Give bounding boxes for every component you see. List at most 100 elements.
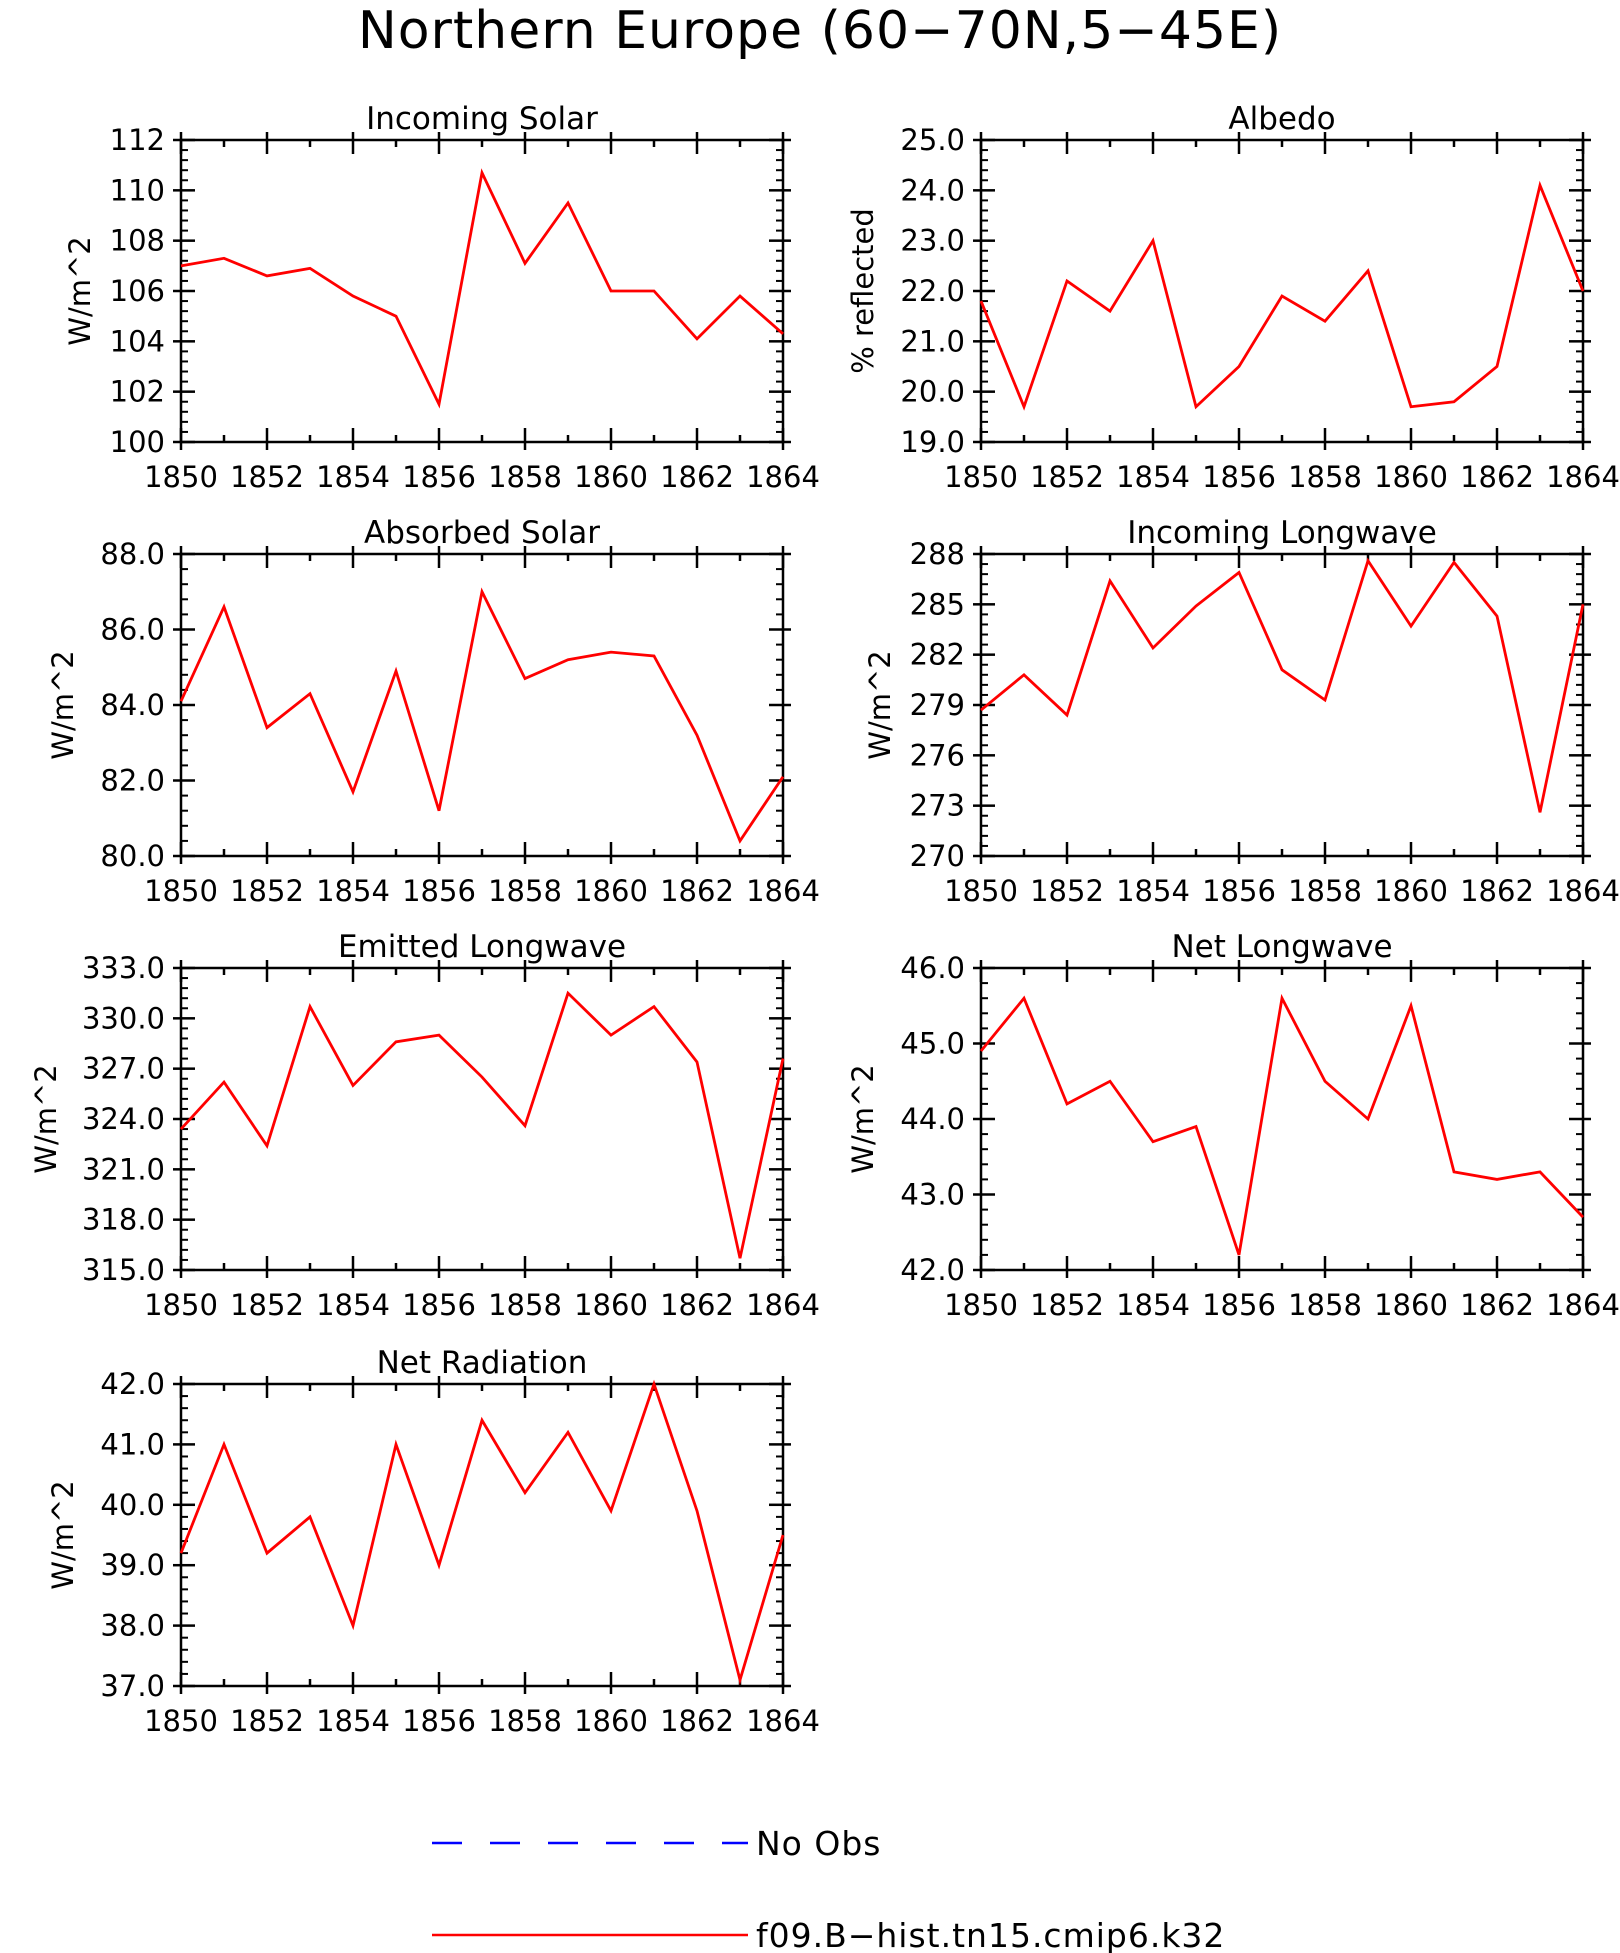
- net-radiation-xtick-label: 1862: [660, 1704, 734, 1738]
- net-longwave-xtick-label: 1864: [1546, 1288, 1620, 1322]
- albedo-xtick-label: 1858: [1288, 460, 1362, 494]
- net-radiation-ytick-label: 37.0: [100, 1669, 165, 1703]
- absorbed-solar-xtick-label: 1858: [488, 874, 562, 908]
- emitted-longwave-xtick-label: 1850: [144, 1288, 218, 1322]
- emitted-longwave-ytick-label: 333.0: [82, 951, 165, 985]
- incoming-solar-xtick-label: 1858: [488, 460, 562, 494]
- incoming-solar-xtick-label: 1852: [230, 460, 304, 494]
- albedo-xtick-label: 1860: [1374, 460, 1448, 494]
- incoming-solar-ylabel: W/m^2: [63, 236, 97, 345]
- emitted-longwave-xtick-label: 1864: [746, 1288, 820, 1322]
- incoming-solar-ytick-label: 100: [110, 425, 165, 459]
- incoming-solar-title: Incoming Solar: [366, 101, 598, 137]
- net-radiation-ytick-label: 41.0: [100, 1427, 165, 1461]
- absorbed-solar-xtick-label: 1852: [230, 874, 304, 908]
- incoming-longwave-ytick-label: 285: [910, 587, 965, 621]
- absorbed-solar-xtick-label: 1864: [746, 874, 820, 908]
- emitted-longwave-ytick-label: 330.0: [82, 1001, 165, 1035]
- incoming-solar-ytick-label: 112: [110, 123, 165, 157]
- incoming-solar-xtick-label: 1850: [144, 460, 218, 494]
- net-radiation-ytick-label: 39.0: [100, 1548, 165, 1582]
- absorbed-solar-xtick-label: 1850: [144, 874, 218, 908]
- albedo-xtick-label: 1850: [944, 460, 1018, 494]
- net-radiation-ytick-label: 38.0: [100, 1609, 165, 1643]
- albedo-xtick-label: 1864: [1546, 460, 1620, 494]
- absorbed-solar-frame: [179, 552, 785, 858]
- incoming-longwave-ytick-label: 282: [910, 638, 965, 672]
- incoming-longwave-ytick-label: 276: [910, 738, 965, 772]
- absorbed-solar-series-line: [179, 587, 785, 844]
- incoming-longwave-title: Incoming Longwave: [1127, 515, 1437, 551]
- emitted-longwave-xtick-label: 1854: [316, 1288, 390, 1322]
- albedo-ytick-label: 21.0: [900, 324, 965, 358]
- emitted-longwave-xtick-label: 1862: [660, 1288, 734, 1322]
- absorbed-solar-ytick-label: 86.0: [100, 613, 165, 647]
- incoming-longwave-xtick-label: 1862: [1460, 874, 1534, 908]
- incoming-longwave-xtick-label: 1852: [1030, 874, 1104, 908]
- net-longwave-xtick-label: 1858: [1288, 1288, 1362, 1322]
- incoming-longwave-xtick-label: 1864: [1546, 874, 1620, 908]
- net-radiation-xtick-label: 1854: [316, 1704, 390, 1738]
- incoming-solar-frame: [179, 138, 785, 444]
- net-longwave-xtick-label: 1856: [1202, 1288, 1276, 1322]
- emitted-longwave-xtick-label: 1860: [574, 1288, 648, 1322]
- net-longwave-ytick-label: 46.0: [900, 951, 965, 985]
- panel-absorbed-solar: Absorbed Solar 1850 1852 1854 1856 1858 1860 18…: [46, 515, 820, 908]
- absorbed-solar-xtick-label: 1862: [660, 874, 734, 908]
- net-longwave-xtick-label: 1854: [1116, 1288, 1190, 1322]
- albedo-ylabel: % reflected: [846, 208, 880, 374]
- emitted-longwave-ytick-label: 318.0: [82, 1203, 165, 1237]
- legend: No Obs f09.B−hist.tn15.cmip6.k32: [432, 1824, 1225, 1953]
- albedo-ytick-label: 20.0: [900, 375, 965, 409]
- incoming-solar-ytick-label: 102: [110, 375, 165, 409]
- emitted-longwave-ytick-label: 324.0: [82, 1102, 165, 1136]
- net-radiation-xtick-label: 1860: [574, 1704, 648, 1738]
- panel-incoming-longwave: Incoming Longwave 1850 1852 1854 1856 1858 186…: [863, 515, 1620, 908]
- panel-net-radiation: Net Radiation 1850 1852 1854 1856 1858 1860 186…: [46, 1345, 820, 1738]
- incoming-longwave-ytick-label: 279: [910, 688, 965, 722]
- net-radiation-xtick-label: 1850: [144, 1704, 218, 1738]
- emitted-longwave-xtick-label: 1852: [230, 1288, 304, 1322]
- net-longwave-series-line: [979, 993, 1585, 1256]
- net-radiation-xtick-label: 1856: [402, 1704, 476, 1738]
- net-longwave-ylabel: W/m^2: [846, 1064, 880, 1173]
- absorbed-solar-ytick-label: 80.0: [100, 839, 165, 873]
- albedo-frame: [979, 138, 1585, 444]
- incoming-longwave-ytick-label: 270: [910, 839, 965, 873]
- incoming-solar-xtick-label: 1860: [574, 460, 648, 494]
- incoming-longwave-xtick-label: 1854: [1116, 874, 1190, 908]
- incoming-solar-xtick-label: 1856: [402, 460, 476, 494]
- emitted-longwave-ytick-label: 327.0: [82, 1052, 165, 1086]
- emitted-longwave-xtick-label: 1856: [402, 1288, 476, 1322]
- legend-model-label: f09.B−hist.tn15.cmip6.k32: [756, 1916, 1225, 1953]
- albedo-ytick-label: 24.0: [900, 173, 965, 207]
- absorbed-solar-ytick-label: 88.0: [100, 537, 165, 571]
- net-radiation-ytick-label: 40.0: [100, 1488, 165, 1522]
- net-radiation-ylabel: W/m^2: [46, 1480, 80, 1589]
- absorbed-solar-xtick-label: 1856: [402, 874, 476, 908]
- albedo-xtick-label: 1852: [1030, 460, 1104, 494]
- incoming-longwave-ytick-label: 288: [910, 537, 965, 571]
- absorbed-solar-xtick-label: 1860: [574, 874, 648, 908]
- incoming-longwave-ytick-label: 273: [910, 789, 965, 823]
- albedo-ytick-label: 22.0: [900, 274, 965, 308]
- panel-emitted-longwave: Emitted Longwave 1850 1852 1854 1856 1858 1860…: [29, 929, 820, 1322]
- panel-albedo: Albedo 1850 1852 1854 1856 1858 1860 1862 1864 19…: [846, 101, 1620, 494]
- incoming-solar-ytick-label: 110: [110, 173, 165, 207]
- incoming-solar-ytick-label: 104: [110, 324, 165, 358]
- incoming-solar-ytick-label: 106: [110, 274, 165, 308]
- absorbed-solar-ylabel: W/m^2: [46, 650, 80, 759]
- page-title: Northern Europe (60−70N,5−45E): [358, 1, 1282, 61]
- incoming-solar-xtick-label: 1862: [660, 460, 734, 494]
- net-radiation-xtick-label: 1858: [488, 1704, 562, 1738]
- albedo-title: Albedo: [1228, 101, 1335, 137]
- incoming-solar-ytick-label: 108: [110, 224, 165, 258]
- incoming-longwave-series-line: [980, 557, 1585, 813]
- incoming-solar-xtick-label: 1864: [746, 460, 820, 494]
- net-longwave-ytick-label: 42.0: [900, 1253, 965, 1287]
- absorbed-solar-ytick-label: 82.0: [100, 764, 165, 798]
- net-radiation-xtick-label: 1852: [230, 1704, 304, 1738]
- panel-incoming-solar: Incoming Solar 1850 1852 1854 1856 1858 1860 18…: [63, 101, 820, 494]
- incoming-longwave-xtick-label: 1860: [1374, 874, 1448, 908]
